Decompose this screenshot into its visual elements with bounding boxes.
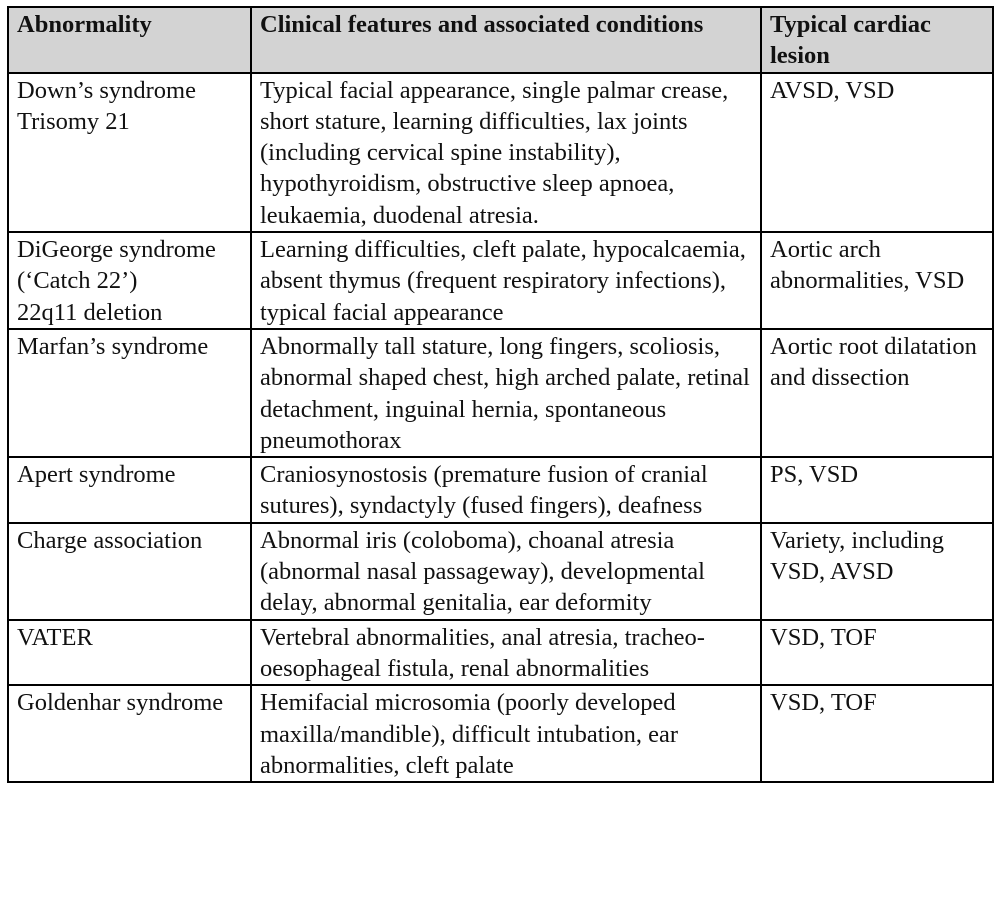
cell-abnormality: Apert syndrome [7, 456, 252, 524]
cell-abnormality: DiGeorge syndrome (‘Catch 22’) 22q11 del… [7, 231, 252, 330]
cell-lesion: VSD, TOF [760, 618, 994, 687]
table-row: Charge association Abnormal iris (colobo… [7, 521, 994, 621]
cell-abnormality: Marfan’s syndrome [7, 327, 252, 459]
table-row: Marfan’s syndrome Abnormally tall statur… [7, 327, 994, 459]
table-row: DiGeorge syndrome (‘Catch 22’) 22q11 del… [7, 231, 994, 330]
table-row: VATER Vertebral abnormalities, anal atre… [7, 618, 994, 687]
cell-abnormality: Goldenhar syndrome [7, 684, 252, 784]
cell-lesion: Aortic root dilatation and dissection [760, 327, 994, 459]
cell-features: Abnormal iris (coloboma), choanal atresi… [250, 521, 762, 621]
cell-abnormality: Charge association [7, 521, 252, 621]
cell-features: Abnormally tall stature, long fingers, s… [250, 327, 762, 459]
cell-lesion: VSD, TOF [760, 684, 994, 784]
cell-features: Craniosynostosis (premature fusion of cr… [250, 456, 762, 524]
cell-abnormality: VATER [7, 618, 252, 687]
cell-features: Learning difficulties, cleft palate, hyp… [250, 231, 762, 330]
cell-features: Typical facial appearance, single palmar… [250, 71, 762, 234]
cell-lesion: Variety, including VSD, AVSD [760, 521, 994, 621]
cell-lesion: PS, VSD [760, 456, 994, 524]
cell-abnormality: Down’s syndrome Trisomy 21 [7, 71, 252, 234]
header-clinical-features: Clinical features and associated conditi… [250, 6, 762, 74]
header-abnormality: Abnormality [7, 6, 252, 74]
table-row: Goldenhar syndrome Hemifacial microsomia… [7, 684, 994, 784]
table-row: Apert syndrome Craniosynostosis (prematu… [7, 456, 994, 524]
cell-lesion: Aortic arch abnormalities, VSD [760, 231, 994, 330]
table-header-row: Abnormality Clinical features and associ… [7, 6, 994, 74]
abnormality-table: Abnormality Clinical features and associ… [7, 6, 994, 784]
table-row: Down’s syndrome Trisomy 21 Typical facia… [7, 71, 994, 234]
cell-features: Hemifacial microsomia (poorly developed … [250, 684, 762, 784]
header-cardiac-lesion: Typical cardiac lesion [760, 6, 994, 74]
cell-lesion: AVSD, VSD [760, 71, 994, 234]
cell-features: Vertebral abnormalities, anal atresia, t… [250, 618, 762, 687]
